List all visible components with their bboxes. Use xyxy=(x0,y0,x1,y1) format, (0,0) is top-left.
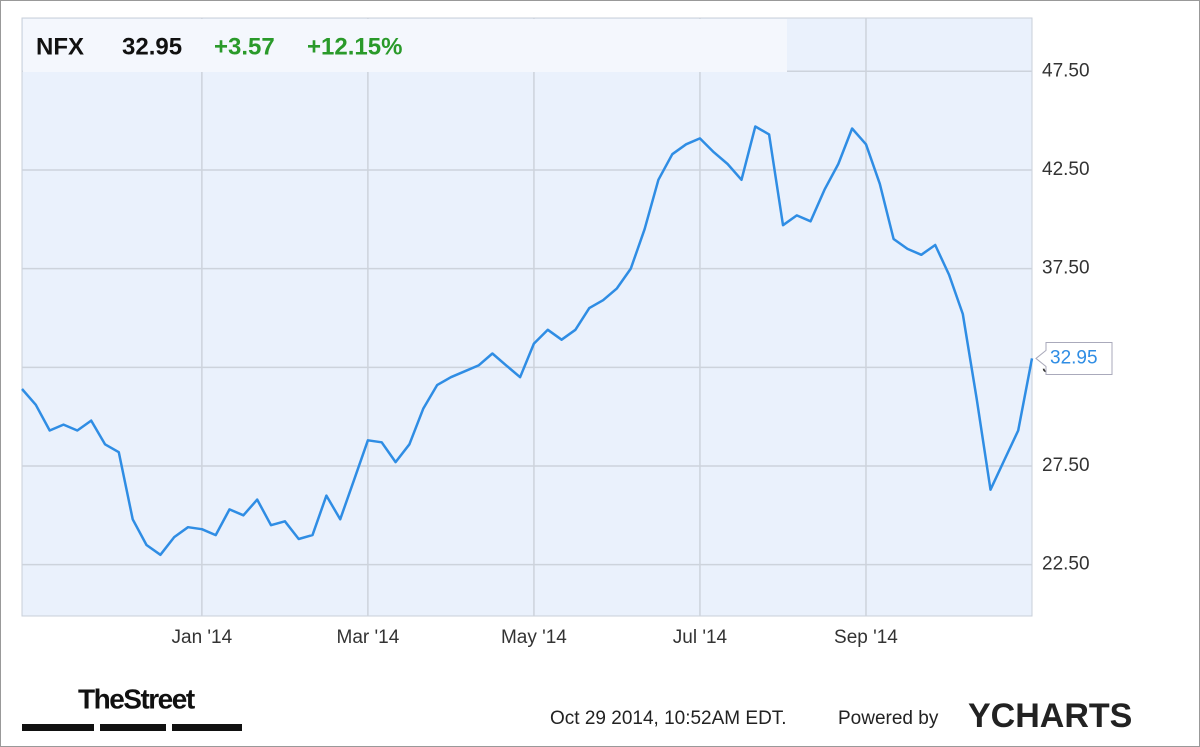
price-line xyxy=(21,125,1034,557)
y-tick-label: 47.50 xyxy=(1042,60,1090,81)
x-tick-label: Sep '14 xyxy=(834,627,898,648)
x-tick-label: May '14 xyxy=(501,627,567,648)
brand-bar xyxy=(100,724,166,731)
x-tick-label: Jan '14 xyxy=(172,627,233,648)
logo: YCHARTS xyxy=(968,697,1132,735)
y-tick-label: 27.50 xyxy=(1042,455,1090,476)
y-tick-label: 37.50 xyxy=(1042,258,1090,279)
x-tick-label: Jul '14 xyxy=(673,627,728,648)
y-tick-label: 22.50 xyxy=(1042,554,1090,575)
change-percent: +12.15% xyxy=(307,33,402,60)
y-tick-label: 42.50 xyxy=(1042,159,1090,180)
brand: TheStreet xyxy=(78,683,195,714)
value-label: 32.95 xyxy=(1050,347,1098,368)
price: 32.95 xyxy=(122,33,182,60)
x-tick-label: Mar '14 xyxy=(337,627,400,648)
timestamp: Oct 29 2014, 10:52AM EDT. xyxy=(550,708,787,729)
ticker: NFX xyxy=(36,33,84,60)
plot-area xyxy=(21,17,1033,617)
header-box xyxy=(23,19,787,72)
brand-bar xyxy=(172,724,242,731)
powered-by: Powered by xyxy=(838,708,939,729)
brand-bar xyxy=(22,724,94,731)
value-label-box xyxy=(1035,341,1113,375)
change: +3.57 xyxy=(214,33,275,60)
